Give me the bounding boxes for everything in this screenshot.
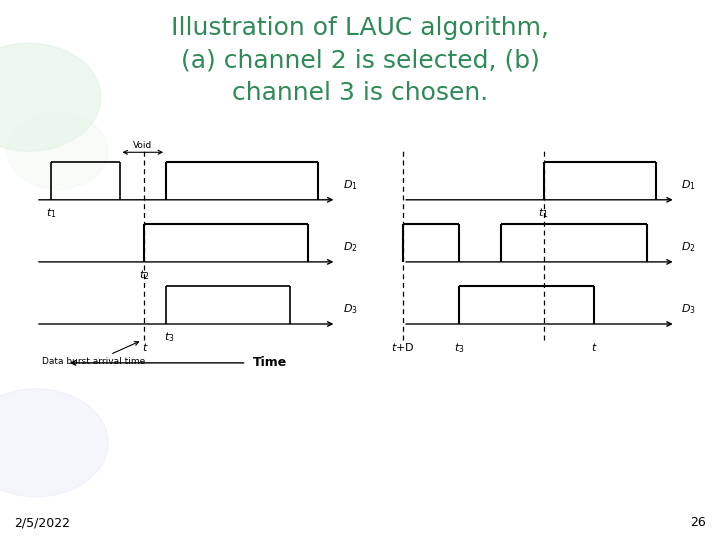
Text: 2/5/2022: 2/5/2022	[14, 516, 71, 529]
Text: 26: 26	[690, 516, 706, 529]
Circle shape	[7, 113, 108, 189]
Text: Time: Time	[253, 356, 287, 369]
Text: $t$+D: $t$+D	[392, 341, 415, 353]
Text: $D_1$: $D_1$	[343, 178, 357, 192]
Text: $t_2$: $t_2$	[139, 268, 150, 282]
Text: channel 3 is chosen.: channel 3 is chosen.	[232, 81, 488, 105]
Text: Void: Void	[133, 140, 153, 150]
Text: Illustration of LAUC algorithm,: Illustration of LAUC algorithm,	[171, 16, 549, 40]
Text: $t$: $t$	[591, 341, 598, 353]
Text: $t_1$: $t_1$	[46, 206, 57, 220]
Text: $t_3$: $t_3$	[454, 341, 464, 355]
Text: $t_3$: $t_3$	[164, 330, 174, 345]
Text: $D_2$: $D_2$	[681, 240, 696, 254]
Text: $D_1$: $D_1$	[681, 178, 696, 192]
Text: $t$: $t$	[143, 341, 149, 353]
Circle shape	[0, 43, 101, 151]
Text: (a) channel 2 is selected, (b): (a) channel 2 is selected, (b)	[181, 49, 539, 72]
Text: $t_1$: $t_1$	[539, 206, 549, 220]
Text: Data burst arrival time: Data burst arrival time	[42, 342, 145, 366]
Text: $D_3$: $D_3$	[343, 302, 357, 316]
Text: $D_3$: $D_3$	[681, 302, 696, 316]
Circle shape	[0, 389, 108, 497]
Text: $D_2$: $D_2$	[343, 240, 357, 254]
